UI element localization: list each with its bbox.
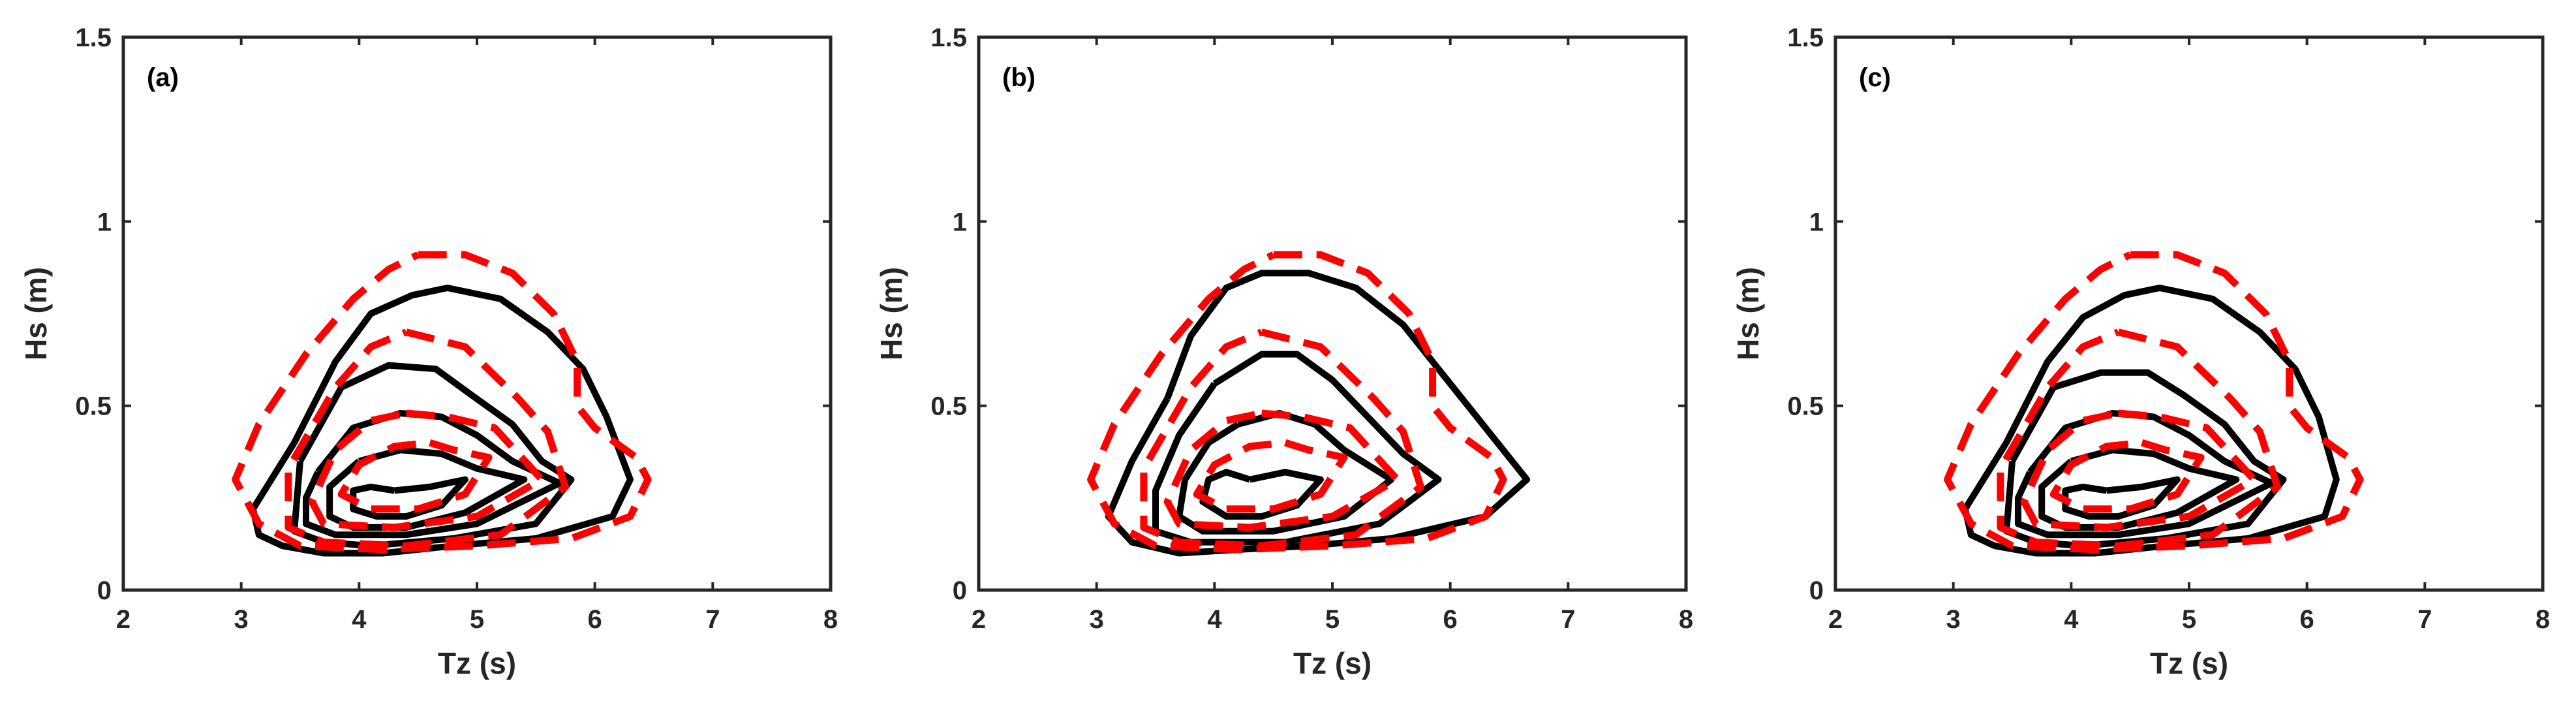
x-tick-label: 7 — [2417, 605, 2432, 634]
x-tick-label: 5 — [470, 605, 484, 634]
y-tick-label: 0 — [97, 576, 112, 605]
plot-area — [123, 37, 831, 590]
x-axis-label: Tz (s) — [438, 646, 516, 680]
x-tick-label: 7 — [705, 605, 720, 634]
x-tick-label: 2 — [116, 605, 130, 634]
chart-panel-2: 2 3 4 5 6 7 8 0 0.5 1 1.5 Tz (s) Hs (m) (b) — [874, 24, 1693, 680]
contour-solid-4 — [1105, 270, 1531, 557]
y-tick-label: 1 — [953, 208, 967, 236]
x-tick-label: 6 — [2300, 605, 2314, 634]
x-tick-label: 4 — [352, 605, 367, 634]
y-tick-label: 1.5 — [930, 24, 967, 52]
x-axis-label: Tz (s) — [1293, 646, 1372, 680]
x-tick-label: 7 — [1561, 605, 1575, 634]
contour-dashed-4 — [1087, 251, 1507, 554]
y-tick-label: 1.5 — [75, 24, 112, 52]
panel-label: (a) — [147, 63, 179, 92]
x-tick-label: 8 — [823, 605, 838, 634]
x-tick-label: 6 — [588, 605, 602, 634]
chart-panel-1: 2 3 4 5 6 7 8 0 0.5 1 1.5 Tz (s) Hs (m) (a) — [19, 24, 838, 680]
contour-dashed-2 — [1163, 409, 1401, 531]
contour-solid-1 — [1199, 469, 1324, 520]
series-solid — [1105, 270, 1531, 557]
contour-solid-2 — [326, 446, 528, 531]
y-axis-label: Hs (m) — [874, 267, 908, 360]
x-tick-label: 6 — [1443, 605, 1458, 634]
contour-solid-2 — [1176, 410, 1395, 535]
x-tick-label: 8 — [1679, 605, 1693, 634]
contour-dashed-2 — [2020, 409, 2258, 531]
x-tick-label: 2 — [972, 605, 986, 634]
x-tick-label: 4 — [1207, 605, 1222, 634]
contour-solid-3 — [2015, 410, 2275, 539]
x-tick-label: 3 — [234, 605, 249, 634]
x-axis-label: Tz (s) — [2150, 646, 2228, 680]
contour-solid-5 — [1961, 285, 2340, 557]
plot-area — [1835, 37, 2543, 590]
y-axis-label: Hs (m) — [19, 267, 53, 360]
x-tick-label: 2 — [1828, 605, 1843, 634]
contour-solid-1 — [350, 476, 468, 520]
y-tick-label: 0 — [953, 576, 967, 605]
x-tick-label: 3 — [1946, 605, 1961, 634]
y-axis-label: Hs (m) — [1731, 267, 1765, 360]
contour-dashed-2 — [308, 409, 545, 531]
y-tick-label: 0.5 — [930, 392, 967, 421]
contour-dashed-1 — [1193, 439, 1348, 513]
plot-area — [979, 37, 1686, 590]
contour-dashed-4 — [1944, 251, 2364, 554]
x-tick-label: 8 — [2536, 605, 2550, 634]
series-dashed — [232, 251, 652, 554]
x-tick-label: 3 — [1090, 605, 1104, 634]
y-tick-label: 0.5 — [75, 392, 112, 421]
contour-solid-3 — [1152, 351, 1442, 546]
x-tick-label: 4 — [2064, 605, 2079, 634]
panel-label: (b) — [1002, 63, 1035, 92]
panel-label: (c) — [1859, 63, 1891, 92]
contour-solid-3 — [303, 410, 563, 539]
x-tick-label: 5 — [1325, 605, 1340, 634]
chart-panel-3: 2 3 4 5 6 7 8 0 0.5 1 1.5 Tz (s) Hs (m) (c) — [1731, 24, 2550, 680]
series-dashed — [1087, 251, 1507, 554]
y-tick-label: 0 — [1809, 576, 1824, 605]
contour-dashed-4 — [232, 251, 652, 554]
contour-solid-2 — [2038, 446, 2240, 531]
y-tick-label: 0.5 — [1787, 392, 1824, 421]
y-tick-label: 1 — [1809, 208, 1824, 236]
contour-dashed-1 — [2049, 439, 2205, 513]
contour-solid-1 — [2062, 476, 2181, 520]
y-tick-label: 1.5 — [1787, 24, 1824, 52]
contour-solid-5 — [249, 285, 634, 557]
series-dashed — [1944, 251, 2364, 554]
x-tick-label: 5 — [2182, 605, 2196, 634]
y-tick-label: 1 — [97, 208, 112, 236]
contour-dashed-1 — [337, 439, 493, 513]
